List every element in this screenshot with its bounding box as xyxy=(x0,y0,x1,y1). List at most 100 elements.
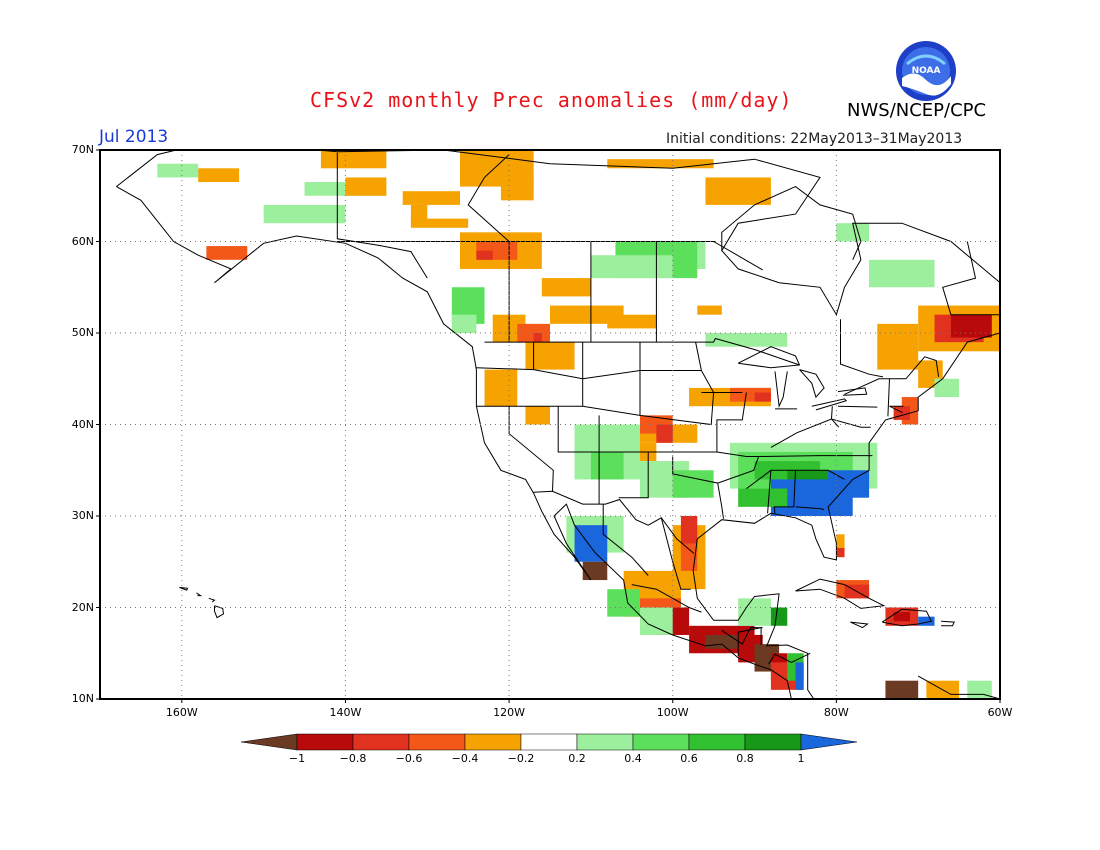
color-scale-label: 0.2 xyxy=(568,752,586,765)
anomaly-cell xyxy=(206,246,248,260)
coastline xyxy=(837,405,878,408)
coastline xyxy=(881,608,933,627)
anomaly-cell xyxy=(893,406,910,420)
anomaly-cell xyxy=(705,634,739,649)
color-scale-label: 1 xyxy=(797,752,805,765)
coastline xyxy=(799,369,825,399)
anomaly-cell xyxy=(484,369,518,407)
longitude-label: 120W xyxy=(493,706,526,719)
coastline xyxy=(508,406,554,492)
coastline xyxy=(837,387,868,396)
coastline xyxy=(716,392,747,452)
longitude-label: 140W xyxy=(329,706,362,719)
coastline xyxy=(631,584,702,613)
color-scale-label: −0.4 xyxy=(451,752,479,765)
coastline xyxy=(695,341,702,371)
color-scale-label: −0.2 xyxy=(507,752,535,765)
coastline xyxy=(208,597,216,603)
anomaly-cell xyxy=(157,163,199,178)
coastline xyxy=(721,186,862,261)
coastline xyxy=(618,452,649,499)
coastline xyxy=(116,150,1000,699)
anomaly-cell xyxy=(836,223,870,242)
color-scale-label: 0.4 xyxy=(624,752,642,765)
coastline xyxy=(767,470,772,514)
coastline xyxy=(476,367,715,426)
coastline xyxy=(533,490,695,554)
coastline xyxy=(467,154,510,242)
coastline xyxy=(887,378,890,417)
coastline xyxy=(484,337,800,366)
anomaly-cells xyxy=(157,150,1000,699)
color-scale-label: −0.8 xyxy=(339,752,367,765)
anomaly-cell xyxy=(410,204,428,224)
initial-conditions: Initial conditions: 22May2013–31May2013 xyxy=(666,131,963,147)
latitude-label: 70N xyxy=(71,143,94,156)
coastline xyxy=(721,627,763,645)
coastline xyxy=(941,620,955,627)
anomaly-cell xyxy=(582,561,608,581)
anomaly-cell xyxy=(263,204,346,224)
anomaly-cell xyxy=(550,305,624,324)
coastline xyxy=(717,456,760,484)
coastline xyxy=(840,319,884,378)
anomaly-cell xyxy=(869,259,935,288)
color-scale-label: 0.6 xyxy=(680,752,698,765)
coastline xyxy=(942,241,1000,316)
forecast-month: Jul 2013 xyxy=(99,127,169,147)
color-scale-label: −0.6 xyxy=(395,752,423,765)
anomaly-cell xyxy=(590,255,673,279)
coastline xyxy=(830,406,840,428)
latitude-label: 60N xyxy=(71,234,94,248)
latitude-label: 10N xyxy=(71,692,94,705)
agency-label: NWS/NCEP/CPC xyxy=(847,100,987,121)
color-scale-label: −1 xyxy=(288,752,306,765)
latitude-label: 20N xyxy=(71,600,94,614)
latitude-label: 50N xyxy=(71,326,94,339)
coastline xyxy=(660,517,691,590)
longitude-label: 80W xyxy=(823,706,849,719)
longitude-label: 100W xyxy=(656,706,689,719)
anomaly-cell xyxy=(402,191,460,205)
coastline xyxy=(795,578,886,609)
coastline xyxy=(850,621,869,629)
anomaly-cell xyxy=(967,680,992,699)
anomaly-cell xyxy=(934,378,960,398)
coastline xyxy=(737,346,801,369)
longitude-label: 160W xyxy=(165,706,198,719)
anomaly-cell xyxy=(950,314,992,338)
anomaly-cell xyxy=(795,662,804,690)
coastline xyxy=(768,652,811,665)
coastline xyxy=(917,675,1000,699)
anomaly-cell xyxy=(451,314,477,333)
coastline xyxy=(116,186,793,699)
coastline xyxy=(811,398,848,411)
anomaly-cell xyxy=(877,323,919,370)
latitude-label: 30N xyxy=(71,509,94,522)
map-grid xyxy=(100,150,1000,699)
anomaly-cell xyxy=(320,150,387,169)
anomaly-cell xyxy=(705,333,788,347)
coastline xyxy=(844,356,940,395)
anomaly-cell xyxy=(893,612,910,622)
anomaly-cell xyxy=(885,680,919,699)
anomaly-cell xyxy=(754,392,771,402)
anomaly-cell xyxy=(836,534,845,553)
coastline xyxy=(774,371,788,409)
svg-text:NOAA: NOAA xyxy=(912,66,941,76)
anomaly-cell xyxy=(738,488,788,507)
coastline xyxy=(196,592,203,597)
latitude-label: 40N xyxy=(71,417,94,431)
noaa-logo-icon: NOAA xyxy=(896,41,956,101)
longitude-label: 60W xyxy=(987,706,1013,719)
anomaly-cell xyxy=(525,406,550,425)
anomaly-cell xyxy=(410,218,469,228)
anomaly-cell xyxy=(525,342,575,370)
coastline xyxy=(737,626,762,656)
anomaly-cell xyxy=(918,616,935,626)
anomaly-cell xyxy=(476,250,493,260)
anomaly-cell xyxy=(500,177,534,201)
anomaly-cell xyxy=(541,278,591,297)
color-scale-label: 0.8 xyxy=(736,752,754,765)
